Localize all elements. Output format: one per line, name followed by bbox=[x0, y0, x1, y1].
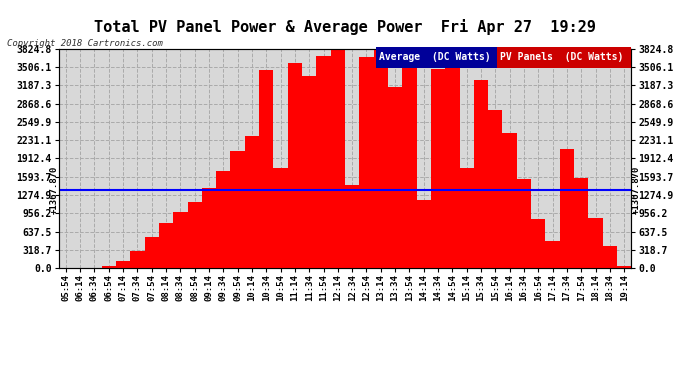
Bar bbox=[116, 261, 130, 268]
Bar bbox=[589, 217, 603, 268]
Bar bbox=[202, 188, 216, 268]
Bar bbox=[574, 177, 589, 268]
Bar bbox=[130, 251, 145, 268]
Bar bbox=[374, 49, 388, 268]
Bar bbox=[417, 201, 431, 268]
Bar bbox=[273, 168, 288, 268]
Bar bbox=[316, 56, 331, 268]
Bar bbox=[302, 76, 316, 268]
Bar bbox=[474, 80, 489, 268]
Bar bbox=[245, 136, 259, 268]
Bar bbox=[288, 63, 302, 268]
Bar bbox=[259, 70, 273, 268]
Text: +1367.870: +1367.870 bbox=[50, 165, 59, 214]
Bar bbox=[502, 134, 517, 268]
Text: Average  (DC Watts): Average (DC Watts) bbox=[380, 52, 491, 62]
Bar bbox=[230, 150, 245, 268]
Bar bbox=[431, 69, 445, 268]
Bar bbox=[560, 149, 574, 268]
Bar bbox=[216, 171, 230, 268]
Bar bbox=[188, 202, 202, 268]
Bar bbox=[489, 110, 502, 268]
Bar bbox=[359, 57, 374, 268]
Bar bbox=[531, 219, 546, 268]
Bar bbox=[345, 185, 359, 268]
Bar bbox=[173, 212, 188, 268]
Text: Copyright 2018 Cartronics.com: Copyright 2018 Cartronics.com bbox=[7, 39, 163, 48]
Bar bbox=[331, 49, 345, 268]
Bar bbox=[445, 63, 460, 268]
Bar bbox=[603, 246, 617, 268]
Bar bbox=[546, 241, 560, 268]
Bar bbox=[460, 168, 474, 268]
Text: PV Panels  (DC Watts): PV Panels (DC Watts) bbox=[500, 52, 624, 62]
Bar bbox=[402, 49, 417, 268]
Bar bbox=[388, 87, 402, 268]
Bar bbox=[159, 224, 173, 268]
Bar bbox=[145, 237, 159, 268]
Text: Total PV Panel Power & Average Power  Fri Apr 27  19:29: Total PV Panel Power & Average Power Fri… bbox=[94, 19, 596, 35]
Bar bbox=[617, 266, 631, 268]
Bar bbox=[101, 266, 116, 268]
Bar bbox=[517, 179, 531, 268]
Text: +1367.870: +1367.870 bbox=[631, 165, 640, 214]
